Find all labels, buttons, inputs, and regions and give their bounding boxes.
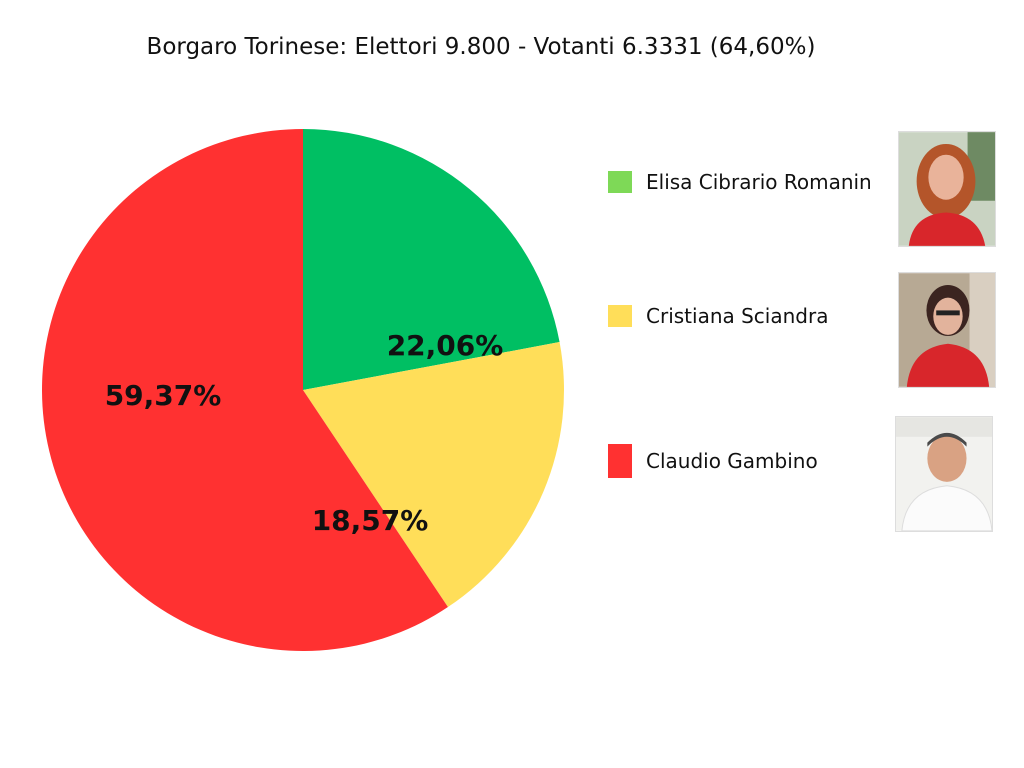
legend-label-3: Claudio Gambino <box>646 449 818 473</box>
slice-label-1: 22,06% <box>387 329 504 362</box>
slice-label-3: 59,37% <box>105 379 222 412</box>
candidate-photo-2 <box>898 272 996 388</box>
candidate-photo-3 <box>895 416 993 532</box>
legend-item-1: Elisa Cibrario Romanin <box>608 170 872 194</box>
pie-slice-3 <box>41 129 448 651</box>
candidate-photo-1 <box>898 131 996 247</box>
legend-item-3: Claudio Gambino <box>608 444 818 478</box>
pie-slice-2 <box>303 342 564 608</box>
pie-slice-1 <box>303 129 560 390</box>
legend-swatch-2 <box>608 305 632 327</box>
legend-label-1: Elisa Cibrario Romanin <box>646 170 872 194</box>
chart-title: Borgaro Torinese: Elettori 9.800 - Votan… <box>146 34 816 60</box>
slice-label-2: 18,57% <box>312 504 429 537</box>
legend-swatch-1 <box>608 171 632 193</box>
legend-swatch-3 <box>608 444 632 478</box>
pie-chart: 22,06% 18,57% 59,37% <box>41 129 564 651</box>
legend-label-2: Cristiana Sciandra <box>646 304 829 328</box>
legend-item-2: Cristiana Sciandra <box>608 304 828 328</box>
